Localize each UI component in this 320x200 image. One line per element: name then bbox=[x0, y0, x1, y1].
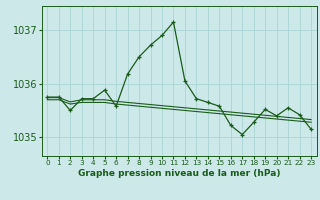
X-axis label: Graphe pression niveau de la mer (hPa): Graphe pression niveau de la mer (hPa) bbox=[78, 169, 280, 178]
